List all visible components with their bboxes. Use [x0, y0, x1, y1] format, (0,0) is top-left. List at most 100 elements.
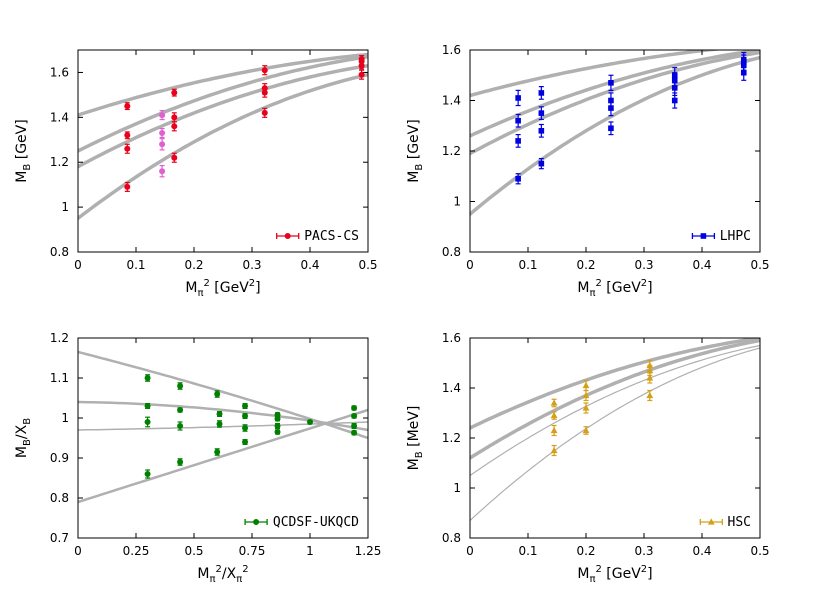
data-point: [351, 413, 358, 419]
x-axis-label: Mπ2 [GeV2]: [577, 564, 652, 585]
y-tick-label: 0.7: [50, 531, 69, 545]
y-tick-label: 1.2: [442, 144, 461, 158]
data-point: [550, 411, 558, 419]
x-axis-label: Mπ2 [GeV2]: [577, 278, 652, 299]
data-point: [242, 425, 249, 431]
data-point: [214, 449, 221, 455]
x-tick-label: 0.2: [576, 258, 595, 272]
x-tick-label: 0: [466, 544, 474, 558]
fit-curves: [470, 338, 760, 522]
fit-curve-4: [78, 350, 368, 440]
x-tick-label: 1: [306, 544, 314, 558]
data-point: [646, 374, 654, 381]
data-point: [671, 72, 678, 79]
fit-curve-2: [78, 421, 368, 431]
x-tick-label: 0.1: [518, 544, 537, 558]
series-pacs-cs: [124, 55, 365, 192]
data-point: [515, 138, 521, 144]
fit-curve-4: [78, 52, 368, 117]
data-point: [538, 128, 545, 134]
data-point: [351, 423, 358, 429]
y-tick-label: 1.2: [50, 331, 69, 345]
data-point: [171, 154, 178, 161]
x-tick-label: 0.4: [692, 258, 711, 272]
y-tick-label: 0.8: [442, 531, 461, 545]
x-tick-label: 0.5: [358, 258, 377, 272]
x-tick-label: 0.3: [634, 544, 653, 558]
fit-curve-3: [78, 400, 368, 432]
data-point: [171, 114, 178, 121]
fit-curves: [470, 50, 760, 216]
data-point: [124, 145, 131, 152]
fit-curve-1: [78, 408, 368, 504]
y-tick-label: 1.2: [442, 431, 461, 445]
series-lhpc: [515, 51, 747, 185]
data-point: [177, 383, 184, 389]
data-point: [144, 375, 151, 381]
data-point: [515, 117, 521, 124]
plot-frame: [77, 337, 369, 539]
data-point: [538, 90, 545, 96]
legend-marker: [707, 518, 715, 525]
x-tick-label: 0: [74, 544, 82, 558]
data-point: [216, 421, 223, 427]
legend-marker: [284, 233, 291, 239]
data-point: [171, 123, 178, 130]
y-tick-label: 1: [453, 195, 461, 209]
data-point: [274, 423, 281, 429]
y-tick-label: 1: [453, 481, 461, 495]
data-point: [740, 57, 747, 63]
x-tick-label: 0.4: [692, 544, 711, 558]
y-tick-label: 1.1: [50, 371, 69, 385]
fit-curve-4: [470, 50, 724, 98]
plot-frame: [77, 49, 369, 253]
data-point: [274, 411, 281, 418]
y-tick-label: 1.4: [442, 381, 461, 395]
data-point: [582, 426, 590, 434]
fit-curve-2: [78, 63, 368, 169]
fit-curve-1: [78, 72, 368, 221]
data-point: [242, 439, 249, 445]
x-tick-label: 0.1: [126, 258, 145, 272]
y-tick-label: 1: [61, 411, 69, 425]
series-extra-1: [159, 109, 166, 178]
y-tick-label: 1.2: [50, 155, 69, 169]
plot-frame: [469, 337, 761, 539]
legend-label: QCDSF-UKQCD: [273, 515, 359, 530]
series-hsc: [550, 359, 654, 457]
fit-curves: [78, 52, 368, 221]
x-tick-label: 0.1: [518, 258, 537, 272]
data-point: [515, 175, 521, 182]
x-tick-label: 0.25: [123, 544, 150, 558]
x-axis-label: Mπ2/Xπ2: [197, 564, 248, 585]
data-point: [242, 413, 249, 419]
data-point: [550, 446, 558, 454]
data-point: [177, 423, 184, 429]
legend-marker: [700, 233, 707, 239]
y-tick-label: 1: [61, 200, 69, 214]
y-tick-label: 0.9: [50, 451, 69, 465]
data-point: [124, 183, 131, 190]
data-point: [261, 85, 268, 92]
data-point: [144, 471, 151, 477]
data-point: [538, 110, 545, 116]
data-point: [124, 103, 131, 110]
series-qcdsf-ukqcd: [144, 374, 358, 479]
x-tick-label: 0.4: [300, 258, 319, 272]
data-point: [159, 141, 166, 148]
fit-curve-2: [470, 344, 760, 477]
y-axis-label: MB/XB: [14, 418, 33, 458]
data-point: [214, 391, 221, 397]
chart-panel-1: 0 0.1 0.2 0.3 0.4 0.5 0.8 1 1.2 1.4 1.6 Mπ2 [GeV2] M…: [14, 49, 378, 299]
chart-panel-3: 0 0.25 0.5 0.75 1 1.25 0.7 0.8 0.9 1 1.1 1.2 Mπ2/Xπ2…: [14, 331, 381, 585]
data-point: [159, 112, 166, 119]
x-tick-label: 0.2: [184, 258, 203, 272]
y-axis-label: MB [MeV]: [406, 406, 425, 471]
fit-curve-3: [78, 54, 368, 153]
x-tick-label: 0: [74, 258, 82, 272]
y-tick-label: 0.8: [442, 245, 461, 259]
x-tick-label: 1.25: [355, 544, 382, 558]
y-axis-label: MB [GeV]: [406, 119, 425, 182]
data-point: [515, 95, 521, 101]
legend: HSC: [699, 515, 751, 530]
